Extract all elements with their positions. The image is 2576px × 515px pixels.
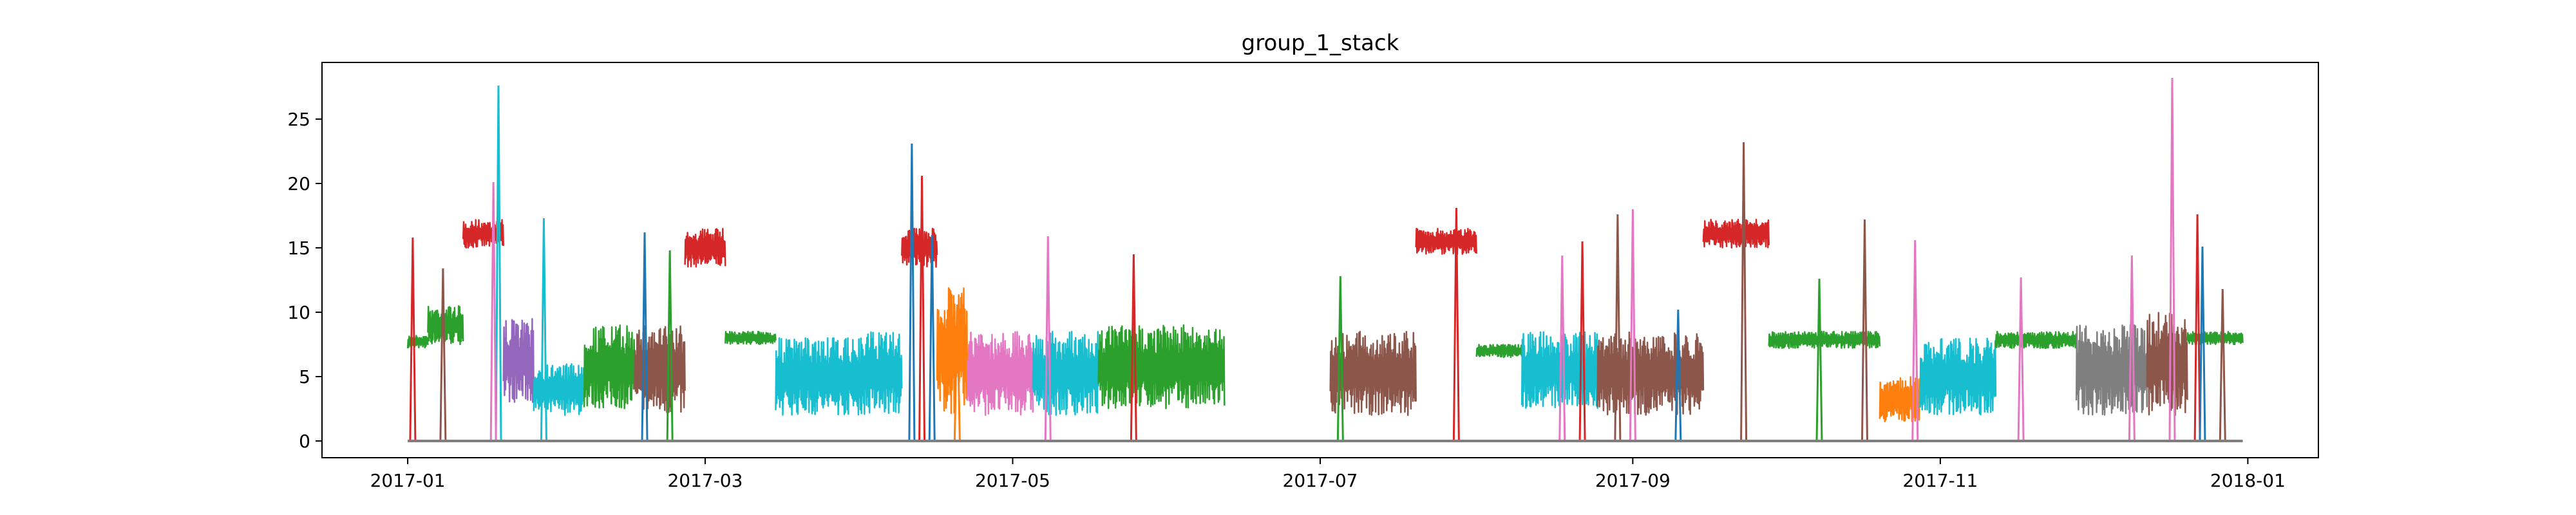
y-axis: 0 5 10 15 20 25	[287, 109, 322, 452]
series-segment-22	[1768, 330, 1881, 350]
series-segment-27	[2146, 312, 2188, 417]
series-spike-23	[1911, 239, 1919, 442]
series-spike-22	[1861, 219, 1868, 442]
series-spike-17	[1629, 209, 1636, 442]
x-tick-label: 2017-11	[1902, 470, 1978, 491]
series-spike-0	[409, 237, 417, 442]
series-spike-20	[1740, 142, 1748, 442]
series-spike-11	[1044, 236, 1052, 442]
series-spike-9	[928, 234, 936, 442]
series-spike-7	[908, 143, 916, 442]
x-tick-label: 2017-03	[667, 470, 743, 491]
series-spike-19	[1674, 309, 1682, 442]
series-segment-24	[1919, 337, 1997, 416]
series-spike-27	[2193, 214, 2201, 442]
series-spike-24	[2017, 277, 2025, 442]
series-spike-4	[540, 218, 547, 442]
series-segment-9	[775, 337, 862, 416]
x-tick-label: 2017-05	[975, 470, 1050, 491]
series-spike-2	[495, 85, 502, 442]
series-spike-28	[2199, 246, 2206, 442]
series-segment-13	[966, 331, 1034, 417]
series-spike-26	[2168, 77, 2176, 442]
series-spike-3	[489, 182, 497, 442]
series-spike-29	[2219, 288, 2226, 442]
series-segment-10	[860, 331, 903, 415]
plot-area	[406, 77, 2244, 442]
series-spike-14	[1452, 207, 1460, 442]
series-segment-21	[1702, 218, 1770, 249]
series-spike-16	[1578, 241, 1586, 442]
series-spike-5	[641, 232, 649, 442]
y-tick-label: 5	[299, 366, 310, 388]
series-segment-8	[724, 330, 777, 345]
series-segment-5	[583, 324, 636, 409]
series-segment-25	[1994, 330, 2078, 350]
series-segment-14	[1032, 330, 1099, 417]
series-segment-19	[1520, 331, 1598, 409]
chart-title: group_1_stack	[1242, 30, 1399, 56]
series-segment-7	[684, 228, 726, 268]
series-spike-25	[2128, 255, 2136, 442]
y-tick-label: 0	[299, 431, 310, 452]
series-spike-15	[1558, 255, 1566, 442]
series-segment-16	[1329, 330, 1417, 417]
y-tick-label: 15	[287, 238, 310, 259]
y-tick-label: 10	[287, 302, 310, 323]
series-spike-1	[439, 268, 447, 442]
series-spike-10	[953, 304, 961, 442]
series-spike-13	[1336, 276, 1344, 442]
series-spike-18	[1614, 214, 1622, 442]
series-segment-12	[936, 287, 969, 415]
series-segment-3	[502, 317, 535, 403]
series-segment-15	[1097, 324, 1226, 409]
x-axis: 2017-01 2017-03 2017-05 2017-07 2017-09 2017-…	[370, 458, 2286, 491]
y-tick-label: 25	[287, 109, 310, 130]
series-segment-1	[427, 304, 464, 346]
series-spike-12	[1130, 254, 1137, 442]
series-spike-6	[666, 250, 674, 442]
series-segment-26	[2075, 324, 2148, 416]
series-segment-20	[1596, 331, 1705, 416]
x-tick-label: 2017-07	[1283, 470, 1358, 491]
series-spike-8	[918, 175, 926, 442]
series-segment-18	[1475, 344, 1523, 359]
x-tick-label: 2018-01	[2210, 470, 2286, 491]
series-spike-21	[1815, 278, 1823, 442]
series-segment-17	[1415, 227, 1477, 255]
y-tick-label: 20	[287, 173, 310, 194]
x-tick-label: 2017-09	[1595, 470, 1671, 491]
x-tick-label: 2017-01	[370, 470, 446, 491]
